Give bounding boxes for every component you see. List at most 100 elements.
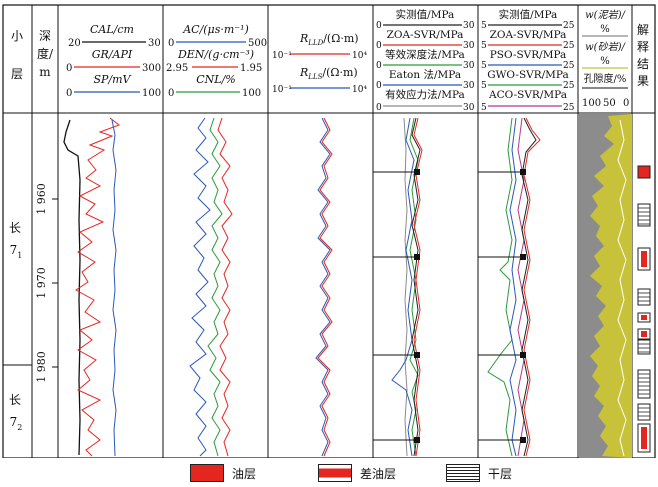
den-label: DEN/(g·cm⁻³) [177,48,254,61]
gr-max: 300 [142,63,161,74]
cnl-label: CNL/% [196,73,236,86]
track2-header: AC/(μs·m⁻¹) 0 500 DEN/(g·cm⁻³) 2.95 1.95… [166,23,267,99]
track6-header: w(泥岩)/ % w(砂岩)/ % 孔隙度/% 100 50 0 [582,9,629,109]
rlld-curve [317,117,333,457]
sp-min: 0 [66,88,72,99]
legend-item-dry: 干层 [446,464,512,482]
interpretation-header: 解释结果 [637,23,649,88]
cal-min: 20 [68,38,81,49]
t5-row-label: ACO-SVR/MPa [488,89,567,101]
log-chart: 小层 深度/m 解释结果 CAL/cm 20 30 GR/API 0 300 S… [2,4,656,459]
mud-pct: % [600,24,610,35]
marker-point [414,352,420,358]
legend-item-poor-oil: 差油层 [318,464,396,482]
t5-row-label: 实测值/MPa [499,8,558,21]
t4-row-min: 0 [376,103,382,113]
svg-text:72: 72 [10,415,23,432]
sp-curve [111,119,117,457]
t5-row-min: 5 [481,81,487,91]
depth-tick-label: 1 980 [35,351,48,383]
pressure-markers [373,169,526,443]
svg-text:71: 71 [10,243,23,260]
den-max: 1.95 [240,63,262,74]
scale-right: 0 [623,98,629,109]
svg-text:长: 长 [9,393,21,407]
poor-oil-fill [641,427,647,449]
t5-row-min: 5 [481,41,487,51]
sp-max: 100 [142,88,161,99]
ac-max: 500 [248,38,267,49]
cal-max: 30 [148,38,161,49]
poor-oil-fill [641,251,647,267]
rlls-scale-min: 10⁻¹ [272,85,292,95]
depth-tick-label: 1 970 [35,267,48,299]
sand-label: w(砂岩)/ [585,41,626,53]
cnl-curve [207,117,223,457]
rlls-label: RLLS/(Ω·m) [299,66,358,81]
track5-header: 实测值/MPa 5 25 ZOA-SVR/MPa 5 25 PSO-SVR/MP… [481,8,575,113]
t4-row-min: 0 [376,41,382,51]
t4-row-max: 30 [463,41,475,51]
gr-label: GR/API [92,48,133,61]
dry-layer-symbol [637,203,651,227]
t5-row-max: 25 [563,81,575,91]
legend-label: 油层 [232,466,257,481]
oil-layer-symbol [637,165,651,179]
rlld-scale-min: 10⁻¹ [272,51,292,61]
t5-row-label: PSO-SVR/MPa [490,49,567,61]
layer-label: 长 71 [9,221,22,260]
svg-text:长: 长 [9,221,21,235]
marker-point [520,169,526,175]
dry-layer-symbol [637,369,651,399]
t5-row-min: 5 [481,21,487,31]
dry-layer-hatching [638,207,650,417]
sp-label: SP/mV [93,73,131,86]
t4-row-min: 0 [376,61,382,71]
marker-point [520,437,526,443]
cal-curve [63,119,81,456]
t4-row-min: 0 [376,81,382,91]
t5-curve-black [521,117,537,457]
t5-curve-red [523,117,541,457]
track4-header: 实测值/MPa 0 30 ZOA-SVR/MPa 0 30 等效深度法/MPa … [376,8,475,113]
t5-row-max: 25 [563,61,575,71]
t4-row-max: 30 [463,21,475,31]
depth-ticks: 1 960 1 970 1 980 [35,183,58,383]
t4-row-max: 30 [463,81,475,91]
ac-curve [189,117,211,457]
porosity-curve [617,119,627,457]
t4-row-label: Eaton 法/MPa [389,68,461,81]
t4-row-label: 实测值/MPa [396,8,455,21]
dry-layer-symbol [637,339,651,355]
t4-row-max: 30 [463,103,475,113]
t4-curve-black [411,117,421,457]
rlld-scale-max: 10⁴ [352,51,367,61]
gr-min: 0 [66,63,72,74]
depth-tick-label: 1 960 [35,183,48,215]
rlld-label: RLLD/(Ω·m) [299,32,359,47]
t5-row-label: ZOA-SVR/MPa [490,29,567,41]
t4-row-max: 30 [463,61,475,71]
oil-swatch-icon [190,464,224,482]
sand-fill [590,114,632,458]
interpretation-results [637,165,651,453]
mud-label: w(泥岩)/ [585,9,626,21]
marker-point [520,352,526,358]
den-curve [217,117,233,457]
poor-oil-fill [641,331,647,337]
marker-point [414,169,420,175]
legend-label: 差油层 [360,466,397,481]
t5-row-min: 5 [481,103,487,113]
poor-oil-fill [641,315,647,320]
t4-row-label: ZOA-SVR/MPa [387,29,464,41]
t4-row-label: 有效应力法/MPa [385,88,465,101]
rlls-scale-max: 10⁴ [352,85,367,95]
gr-curve [75,117,121,457]
marker-point [414,254,420,260]
marker-point [520,254,526,260]
ac-label: AC/(μs·m⁻¹) [182,23,249,36]
scale-mid: 50 [603,98,616,109]
den-min: 2.95 [166,63,188,74]
t5-curve-green [487,117,513,457]
t4-row-label: 等效深度法/MPa [385,48,465,61]
